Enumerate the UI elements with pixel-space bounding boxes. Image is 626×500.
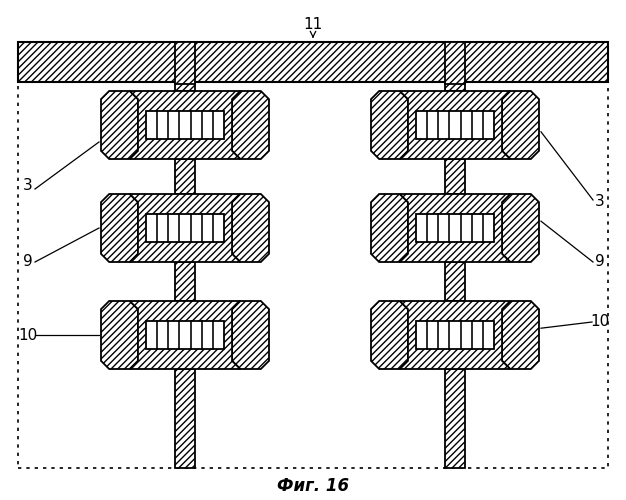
Bar <box>445 159 465 194</box>
Polygon shape <box>130 301 240 369</box>
Bar <box>175 159 195 194</box>
Polygon shape <box>232 301 269 369</box>
Bar <box>18 42 608 468</box>
Polygon shape <box>502 301 539 369</box>
Bar <box>146 214 223 242</box>
Polygon shape <box>371 91 408 159</box>
Bar <box>445 262 465 301</box>
Bar <box>445 42 465 82</box>
Bar <box>416 214 493 242</box>
Polygon shape <box>101 91 138 159</box>
Text: Фиг. 16: Фиг. 16 <box>277 477 349 495</box>
Polygon shape <box>130 194 240 262</box>
Bar <box>416 320 493 350</box>
Text: 10: 10 <box>590 314 610 330</box>
Polygon shape <box>502 194 539 262</box>
Text: 3: 3 <box>595 194 605 210</box>
Polygon shape <box>400 91 510 159</box>
Bar <box>175 42 195 82</box>
Bar <box>175 262 195 301</box>
Bar <box>175 42 195 84</box>
Text: 10: 10 <box>18 328 38 342</box>
Polygon shape <box>400 194 510 262</box>
Bar <box>146 320 223 350</box>
Text: 11: 11 <box>304 17 322 32</box>
Bar <box>416 110 493 140</box>
Polygon shape <box>101 194 138 262</box>
Bar <box>175 369 195 468</box>
Bar <box>146 110 223 140</box>
Text: 9: 9 <box>595 254 605 270</box>
Polygon shape <box>232 91 269 159</box>
Polygon shape <box>502 91 539 159</box>
Polygon shape <box>130 91 240 159</box>
Bar <box>18 42 608 82</box>
Bar <box>445 369 465 468</box>
Text: 3: 3 <box>23 178 33 192</box>
Polygon shape <box>232 194 269 262</box>
Polygon shape <box>371 301 408 369</box>
Bar <box>175 82 195 91</box>
Text: 9: 9 <box>23 254 33 270</box>
Bar <box>445 82 465 91</box>
Polygon shape <box>400 301 510 369</box>
Polygon shape <box>101 301 138 369</box>
Polygon shape <box>371 194 408 262</box>
Bar <box>445 42 465 84</box>
